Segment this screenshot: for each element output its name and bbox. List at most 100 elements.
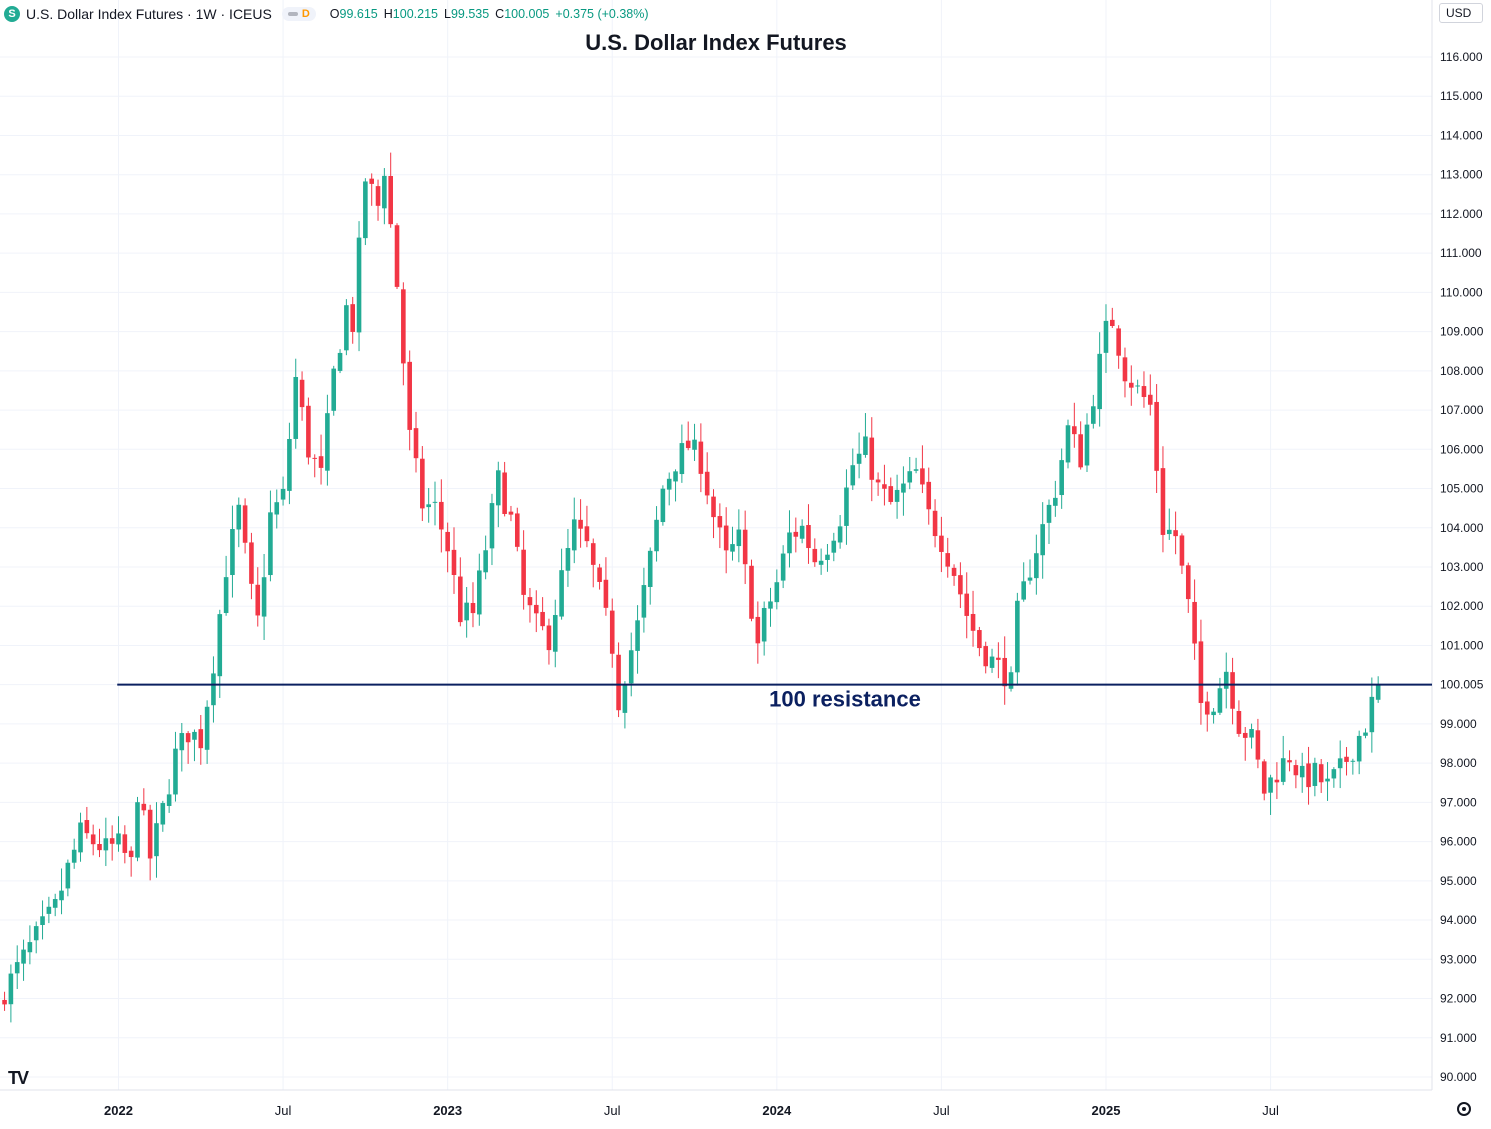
candle-body[interactable]: [1166, 529, 1172, 535]
candle-body[interactable]: [483, 550, 488, 573]
candle-body[interactable]: [46, 906, 52, 914]
candle-body[interactable]: [1211, 711, 1216, 716]
candle-body[interactable]: [1091, 406, 1096, 424]
candle-body[interactable]: [692, 439, 697, 450]
candle-body[interactable]: [628, 650, 634, 684]
candle-body[interactable]: [831, 540, 837, 553]
candle-body[interactable]: [787, 532, 792, 554]
candle-body[interactable]: [666, 478, 672, 490]
candle-body[interactable]: [527, 597, 533, 606]
candle-body[interactable]: [1280, 758, 1286, 782]
candle-body[interactable]: [945, 553, 951, 567]
candle-body[interactable]: [552, 615, 558, 652]
candle-body[interactable]: [1046, 504, 1052, 523]
candle-body[interactable]: [14, 962, 20, 974]
candle-body[interactable]: [736, 529, 742, 547]
candle-body[interactable]: [1135, 385, 1140, 387]
candle-body[interactable]: [325, 413, 330, 471]
candle-body[interactable]: [1154, 401, 1159, 471]
candle-body[interactable]: [242, 505, 248, 543]
candle-body[interactable]: [850, 465, 856, 486]
candle-body[interactable]: [1084, 424, 1090, 466]
candle-body[interactable]: [761, 607, 767, 642]
candle-body[interactable]: [755, 616, 761, 644]
candle-body[interactable]: [185, 733, 191, 743]
candle-body[interactable]: [673, 471, 678, 482]
candle-body[interactable]: [451, 549, 457, 575]
symbol-title[interactable]: U.S. Dollar Index Futures · 1W · ICEUS: [26, 6, 272, 22]
candle-body[interactable]: [1097, 353, 1102, 410]
candle-body[interactable]: [122, 834, 128, 853]
candle-body[interactable]: [1015, 600, 1020, 673]
candle-body[interactable]: [192, 731, 197, 740]
candle-body[interactable]: [217, 614, 223, 677]
candle-body[interactable]: [1192, 601, 1197, 644]
candle-body[interactable]: [103, 838, 109, 851]
candle-body[interactable]: [863, 436, 868, 455]
candle-body[interactable]: [21, 949, 26, 964]
candle-body[interactable]: [344, 305, 349, 351]
candle-body[interactable]: [280, 488, 286, 500]
candle-body[interactable]: [768, 601, 773, 609]
candle-body[interactable]: [198, 729, 204, 749]
candle-body[interactable]: [723, 525, 729, 551]
candle-body[interactable]: [1185, 565, 1191, 600]
candle-body[interactable]: [141, 803, 147, 811]
candle-body[interactable]: [616, 654, 621, 711]
candle-body[interactable]: [8, 973, 14, 1005]
candle-body[interactable]: [1059, 460, 1064, 496]
candle-body[interactable]: [590, 543, 596, 565]
candle-body[interactable]: [1274, 779, 1280, 783]
candle-body[interactable]: [546, 625, 552, 651]
candle-body[interactable]: [996, 657, 1001, 660]
candle-body[interactable]: [312, 457, 318, 459]
candle-body[interactable]: [268, 512, 273, 576]
candle-body[interactable]: [609, 610, 615, 654]
candle-body[interactable]: [274, 502, 280, 515]
candle-body[interactable]: [1129, 382, 1134, 388]
candle-body[interactable]: [255, 584, 261, 616]
candle-body[interactable]: [230, 529, 235, 576]
candle-body[interactable]: [1103, 320, 1109, 353]
candle-body[interactable]: [571, 519, 577, 551]
candle-body[interactable]: [685, 440, 691, 449]
candle-body[interactable]: [508, 511, 514, 515]
candle-body[interactable]: [882, 484, 887, 489]
candle-body[interactable]: [983, 646, 989, 667]
candle-body[interactable]: [204, 706, 210, 750]
candle-body[interactable]: [1325, 778, 1330, 782]
candle-body[interactable]: [65, 862, 71, 889]
candle-body[interactable]: [331, 368, 337, 411]
candle-body[interactable]: [426, 504, 431, 508]
candle-body[interactable]: [818, 560, 824, 565]
candle-body[interactable]: [1312, 762, 1318, 786]
candle-body[interactable]: [989, 656, 995, 668]
candle-body[interactable]: [1261, 761, 1267, 794]
candle-body[interactable]: [894, 489, 900, 502]
candle-body[interactable]: [559, 570, 564, 617]
candle-body[interactable]: [888, 486, 894, 502]
candle-body[interactable]: [154, 823, 159, 857]
candle-body[interactable]: [1065, 425, 1071, 463]
candle-body[interactable]: [1122, 357, 1128, 382]
candle-body[interactable]: [369, 178, 374, 184]
candle-body[interactable]: [825, 554, 830, 560]
candle-body[interactable]: [793, 531, 799, 537]
candle-body[interactable]: [299, 379, 305, 408]
candle-body[interactable]: [837, 526, 843, 543]
candle-body[interactable]: [1040, 524, 1045, 556]
candle-body[interactable]: [2, 999, 7, 1005]
candle-body[interactable]: [318, 456, 324, 468]
candle-body[interactable]: [806, 525, 811, 549]
candle-body[interactable]: [33, 926, 39, 941]
candle-body[interactable]: [856, 453, 862, 464]
candle-body[interactable]: [578, 519, 583, 529]
candle-body[interactable]: [1173, 530, 1178, 537]
candle-body[interactable]: [394, 225, 400, 287]
candle-body[interactable]: [1236, 710, 1242, 734]
candle-body[interactable]: [932, 510, 938, 537]
candle-body[interactable]: [641, 585, 647, 618]
candle-body[interactable]: [1147, 394, 1153, 405]
candle-body[interactable]: [293, 376, 299, 439]
